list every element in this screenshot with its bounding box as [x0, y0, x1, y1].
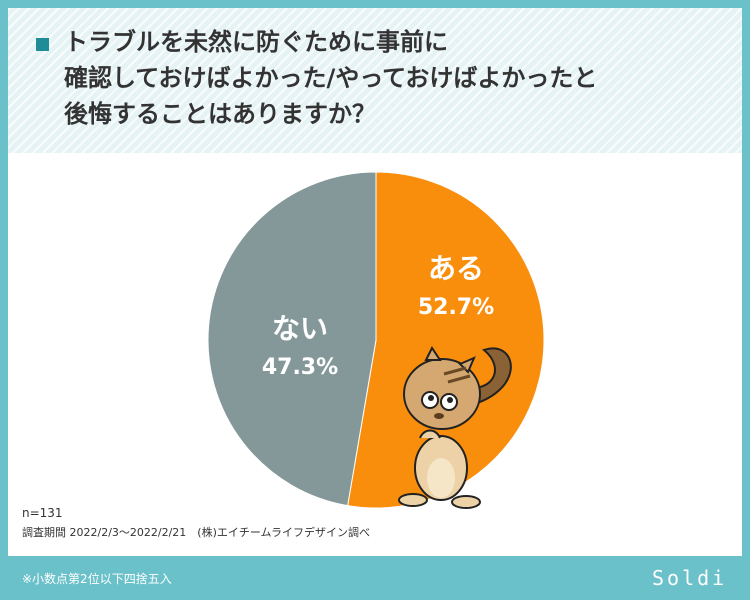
slice-value-nai: 47.3% [262, 355, 338, 380]
rounding-footnote: ※小数点第2位以下四捨五入 [22, 572, 172, 586]
slice-value-aru: 52.7% [418, 295, 494, 320]
title-banner: トラブルを未然に防ぐために事前に 確認しておけばよかった/やっておけばよかったと… [8, 8, 742, 153]
squirrel-mascot-icon [398, 346, 512, 509]
pie-chart: ある 52.7% ない 47.3% [207, 171, 545, 509]
pie-slice-1 [207, 171, 377, 507]
chart-card: トラブルを未然に防ぐために事前に 確認しておけばよかった/やっておけばよかったと… [8, 8, 742, 556]
title-marker-square [36, 38, 49, 51]
brand-logo: Soldi [652, 566, 728, 590]
chart-title: トラブルを未然に防ぐために事前に 確認しておけばよかった/やっておけばよかったと… [64, 28, 598, 128]
slice-label-nai: ない [272, 312, 328, 345]
survey-period: 調査期間 2022/2/3〜2022/2/21 (株)エイチームライフデザイン調… [22, 526, 371, 539]
pie-slices [207, 171, 545, 509]
sample-size: n=131 [22, 506, 63, 520]
slice-label-aru: ある [428, 252, 484, 285]
